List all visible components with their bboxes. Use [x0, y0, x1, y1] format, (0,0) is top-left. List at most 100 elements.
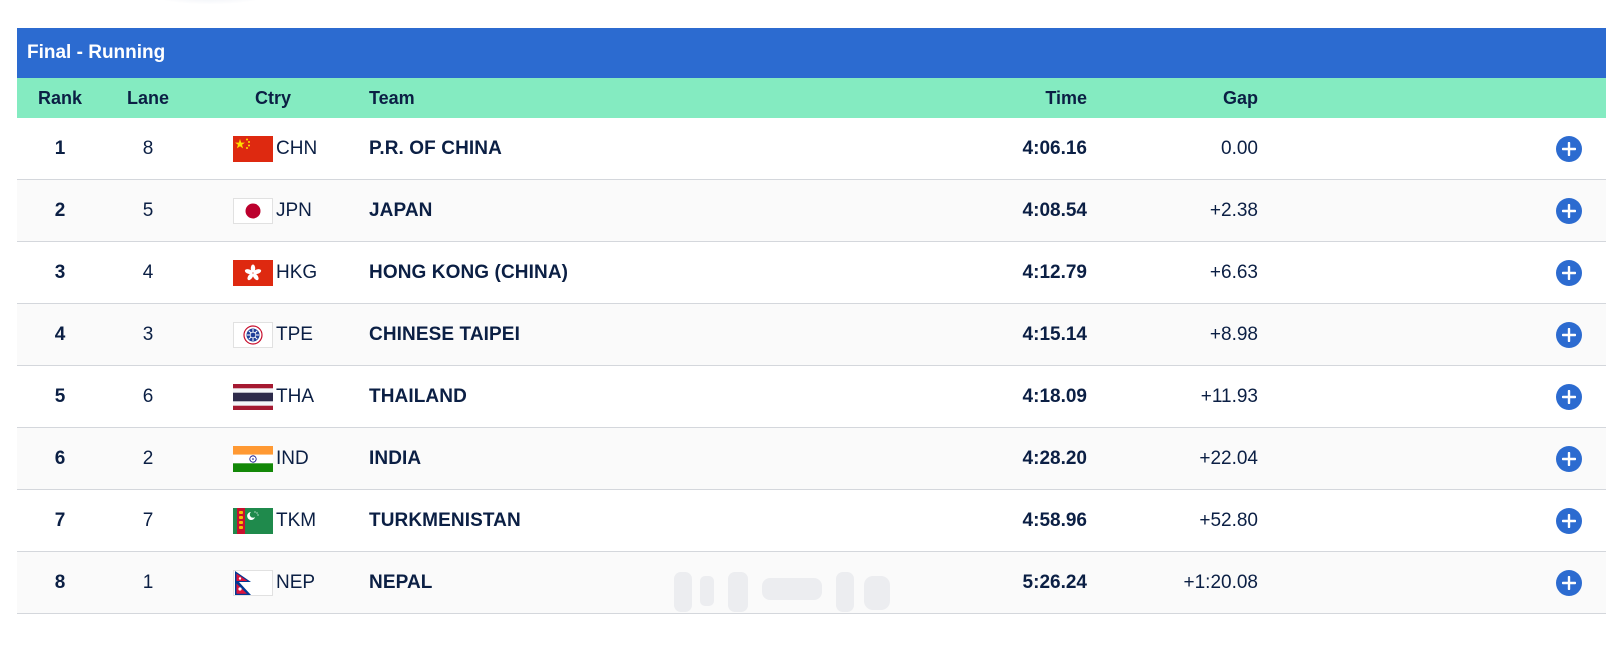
country-cell: IND [233, 428, 343, 489]
rank-cell: 1 [54, 137, 66, 159]
country-cell: THA [233, 366, 343, 427]
country-cell: NEP [233, 552, 343, 613]
expand-row-button[interactable] [1556, 383, 1582, 410]
time-cell: 4:12.79 [1022, 261, 1087, 283]
rank-cell: 3 [54, 261, 66, 283]
chinese-taipei-flag-icon [233, 321, 273, 348]
rank-cell: 4 [54, 323, 66, 345]
table-body: 1 8 CHN P.R. OF CHINA 4:06.16 0.00 [17, 118, 1606, 614]
expand-row-button[interactable] [1556, 197, 1582, 224]
country-code: TPE [276, 323, 313, 345]
table-row[interactable]: 6 2 IND INDIA 4:28.20 +22.04 [17, 428, 1606, 490]
row-action [1553, 490, 1585, 551]
header-lane: Lane [126, 87, 169, 108]
country-cell: JPN [233, 180, 343, 241]
country-code: IND [276, 447, 309, 469]
gap-cell: +6.63 [1209, 261, 1258, 283]
lane-cell: 4 [142, 261, 154, 283]
gap-cell: 0.00 [1221, 137, 1258, 159]
gap-cell: +8.98 [1209, 323, 1258, 345]
expand-row-button[interactable] [1556, 569, 1582, 596]
plus-circle-icon [1562, 203, 1576, 218]
header-ctry: Ctry [254, 87, 291, 108]
table-header: Rank Lane Ctry Team Time Gap [17, 78, 1606, 118]
lane-cell: 1 [142, 571, 154, 593]
nepal-flag-icon [233, 569, 273, 596]
team-name: JAPAN [369, 199, 433, 221]
plus-circle-icon [1562, 141, 1576, 156]
china-flag-icon [233, 135, 273, 162]
expand-row-button[interactable] [1556, 507, 1582, 534]
lane-cell: 8 [142, 137, 154, 159]
time-cell: 4:15.14 [1022, 323, 1087, 345]
table-row[interactable]: 2 5 JPN JAPAN 4:08.54 +2.38 [17, 180, 1606, 242]
time-cell: 4:08.54 [1022, 199, 1087, 221]
rank-cell: 5 [54, 385, 66, 407]
turkmenistan-flag-icon [233, 507, 273, 534]
expand-row-button[interactable] [1556, 135, 1582, 162]
plus-circle-icon [1562, 265, 1576, 280]
team-name: THAILAND [369, 385, 467, 407]
results-table: Final - Running Rank Lane Ctry Team Time… [17, 28, 1606, 614]
team-name: NEPAL [369, 571, 433, 593]
table-row[interactable]: 3 4 HKG HONG KONG (CHINA) 4:12.79 +6.6 [17, 242, 1606, 304]
row-action [1553, 180, 1585, 241]
team-name: INDIA [369, 447, 422, 469]
header-team: Team [369, 87, 415, 108]
table-row[interactable]: 8 1 NEP NEPAL 5:26.24 +1:20.08 [17, 552, 1606, 614]
lane-cell: 6 [142, 385, 154, 407]
gap-cell: +11.93 [1200, 385, 1258, 407]
gap-cell: +52.80 [1199, 509, 1258, 531]
india-flag-icon [233, 445, 273, 472]
lane-cell: 7 [142, 509, 154, 531]
country-cell: TPE [233, 304, 343, 365]
row-action [1553, 366, 1585, 427]
country-code: JPN [276, 199, 312, 221]
lane-cell: 2 [142, 447, 154, 469]
time-cell: 4:06.16 [1022, 137, 1087, 159]
expand-row-button[interactable] [1556, 445, 1582, 472]
results-title: Final - Running [17, 28, 1606, 78]
hong-kong-flag-icon [233, 259, 273, 286]
table-row[interactable]: 5 6 THA THAILAND 4:18.09 +11.93 [17, 366, 1606, 428]
team-name: TURKMENISTAN [369, 509, 521, 531]
table-row[interactable]: 1 8 CHN P.R. OF CHINA 4:06.16 0.00 [17, 118, 1606, 180]
gap-cell: +2.38 [1209, 199, 1258, 221]
lane-cell: 3 [142, 323, 154, 345]
header-gap: Gap [1222, 87, 1258, 108]
country-cell: HKG [233, 242, 343, 303]
plus-circle-icon [1562, 327, 1576, 342]
time-cell: 4:58.96 [1022, 509, 1087, 531]
table-row[interactable]: 4 3 TPE CHINESE TAIPEI 4:15.14 +8.98 [17, 304, 1606, 366]
country-code: HKG [276, 261, 318, 283]
gap-cell: +1:20.08 [1183, 571, 1259, 593]
team-name: CHINESE TAIPEI [369, 323, 520, 345]
rank-cell: 8 [54, 571, 66, 593]
country-cell: CHN [233, 118, 343, 179]
header-time: Time [1045, 87, 1087, 108]
country-cell: TKM [233, 490, 343, 551]
gap-cell: +22.04 [1199, 447, 1258, 469]
time-cell: 4:18.09 [1022, 385, 1087, 407]
lane-cell: 5 [142, 199, 154, 221]
header-rank: Rank [37, 87, 82, 108]
row-action [1553, 242, 1585, 303]
expand-row-button[interactable] [1556, 321, 1582, 348]
row-action [1553, 552, 1585, 613]
country-code: THA [276, 385, 314, 407]
time-cell: 4:28.20 [1022, 447, 1087, 469]
thailand-flag-icon [233, 383, 273, 410]
table-row[interactable]: 7 7 TKM [17, 490, 1606, 552]
country-code: TKM [276, 509, 317, 531]
rank-cell: 7 [54, 509, 66, 531]
team-name: P.R. OF CHINA [369, 137, 502, 159]
row-action [1553, 428, 1585, 489]
row-action [1553, 304, 1585, 365]
rank-cell: 6 [54, 447, 66, 469]
time-cell: 5:26.24 [1022, 571, 1087, 593]
plus-circle-icon [1562, 513, 1576, 528]
rank-cell: 2 [54, 199, 66, 221]
expand-row-button[interactable] [1556, 259, 1582, 286]
plus-circle-icon [1562, 451, 1576, 466]
plus-circle-icon [1562, 389, 1576, 404]
